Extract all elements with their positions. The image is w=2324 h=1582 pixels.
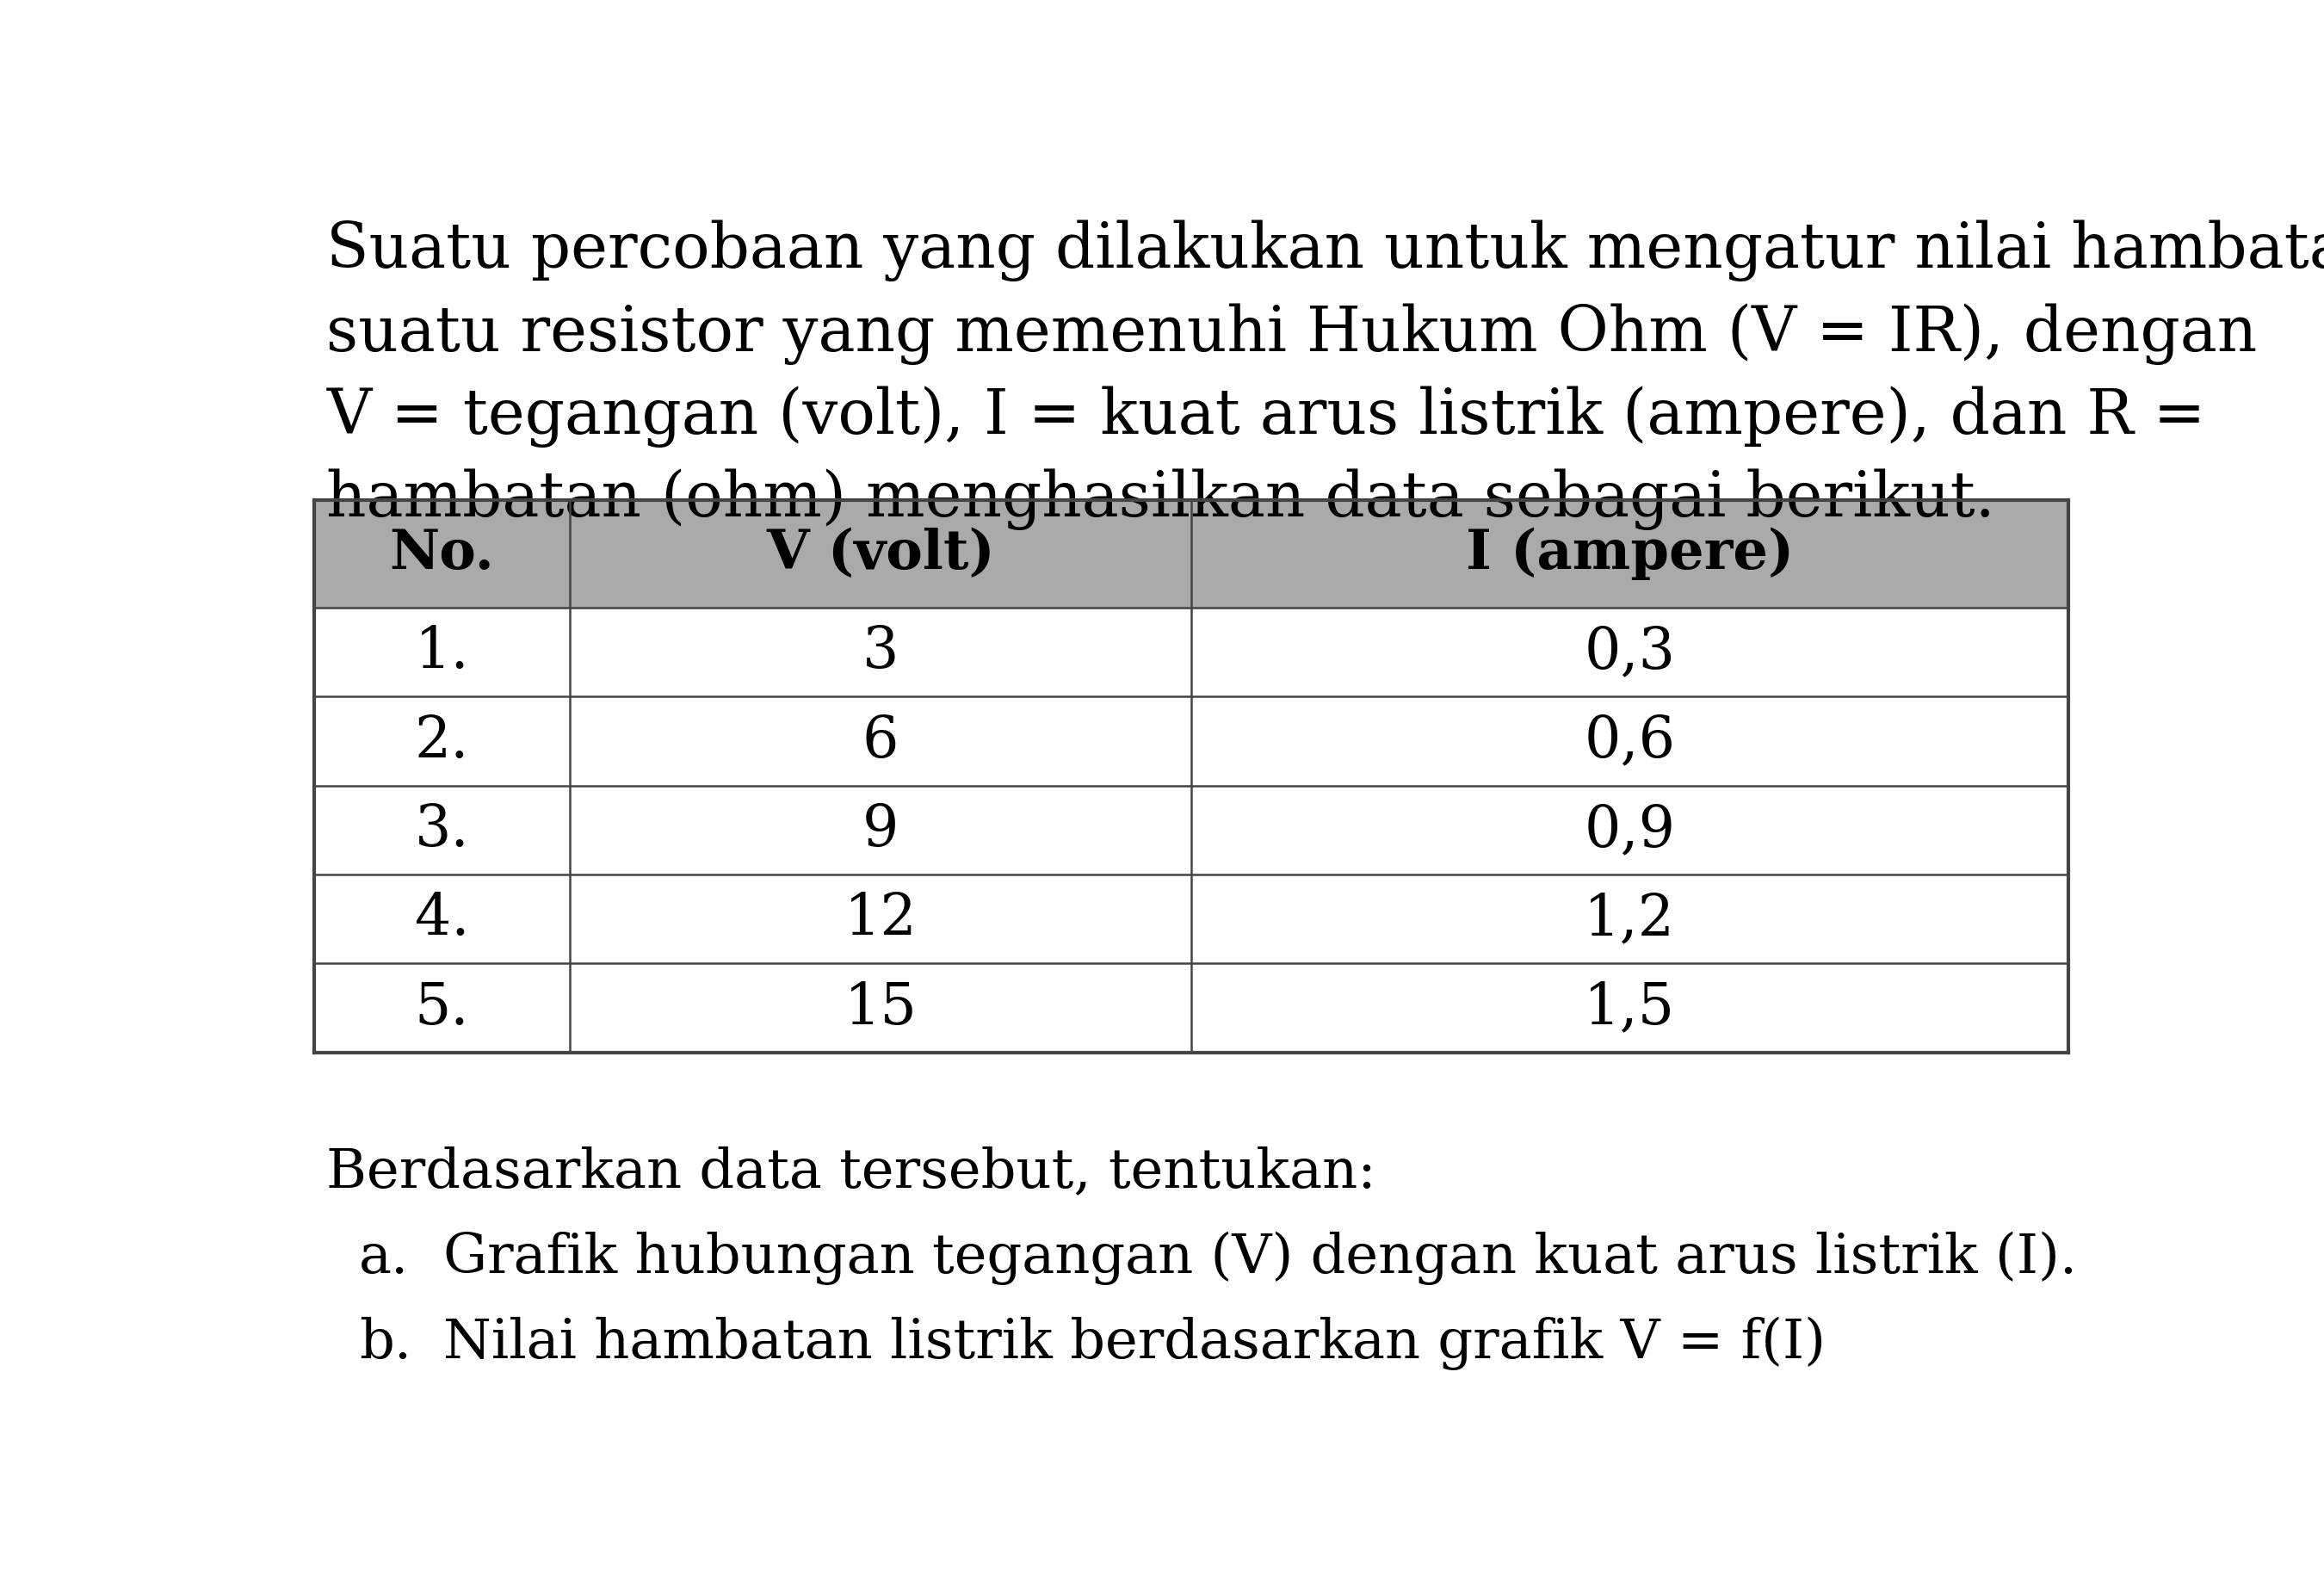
Text: 2.: 2. — [414, 713, 469, 769]
Text: 0,3: 0,3 — [1585, 623, 1676, 680]
Text: V = tegangan (volt), I = kuat arus listrik (ampere), dan R =: V = tegangan (volt), I = kuat arus listr… — [325, 386, 2205, 448]
Bar — [314, 696, 2068, 786]
Text: suatu resistor yang memenuhi Hukum Ohm (V = IR), dengan: suatu resistor yang memenuhi Hukum Ohm (… — [325, 304, 2257, 365]
Text: 3.: 3. — [414, 802, 469, 857]
Text: 0,9: 0,9 — [1585, 802, 1676, 857]
Text: 1,2: 1,2 — [1585, 891, 1676, 948]
Text: 15: 15 — [844, 979, 918, 1036]
Bar — [314, 500, 2068, 607]
Text: hambatan (ohm) menghasilkan data sebagai berikut.: hambatan (ohm) menghasilkan data sebagai… — [325, 468, 1996, 530]
Bar — [314, 786, 2068, 875]
Text: 9: 9 — [862, 802, 899, 857]
Text: 5.: 5. — [414, 979, 469, 1036]
Text: Berdasarkan data tersebut, tentukan:: Berdasarkan data tersebut, tentukan: — [325, 1145, 1376, 1199]
Bar — [314, 607, 2068, 696]
Text: 12: 12 — [844, 891, 918, 948]
Text: No.: No. — [390, 528, 495, 581]
Text: Suatu percobaan yang dilakukan untuk mengatur nilai hambatan: Suatu percobaan yang dilakukan untuk men… — [325, 220, 2324, 282]
Text: 6: 6 — [862, 713, 899, 769]
Text: a.: a. — [358, 1231, 409, 1285]
Bar — [314, 963, 2068, 1052]
Text: Grafik hubungan tegangan (V) dengan kuat arus listrik (I).: Grafik hubungan tegangan (V) dengan kuat… — [444, 1231, 2078, 1285]
Text: Nilai hambatan listrik berdasarkan grafik V = f(I): Nilai hambatan listrik berdasarkan grafi… — [444, 1316, 1827, 1370]
Text: 1,5: 1,5 — [1585, 979, 1676, 1036]
Text: 4.: 4. — [414, 891, 469, 948]
Text: 1.: 1. — [414, 623, 469, 680]
Bar — [314, 875, 2068, 963]
Text: I (ampere): I (ampere) — [1466, 528, 1794, 581]
Text: 3: 3 — [862, 623, 899, 680]
Text: V (volt): V (volt) — [767, 528, 995, 581]
Text: 0,6: 0,6 — [1585, 713, 1676, 769]
Text: b.: b. — [358, 1316, 411, 1368]
